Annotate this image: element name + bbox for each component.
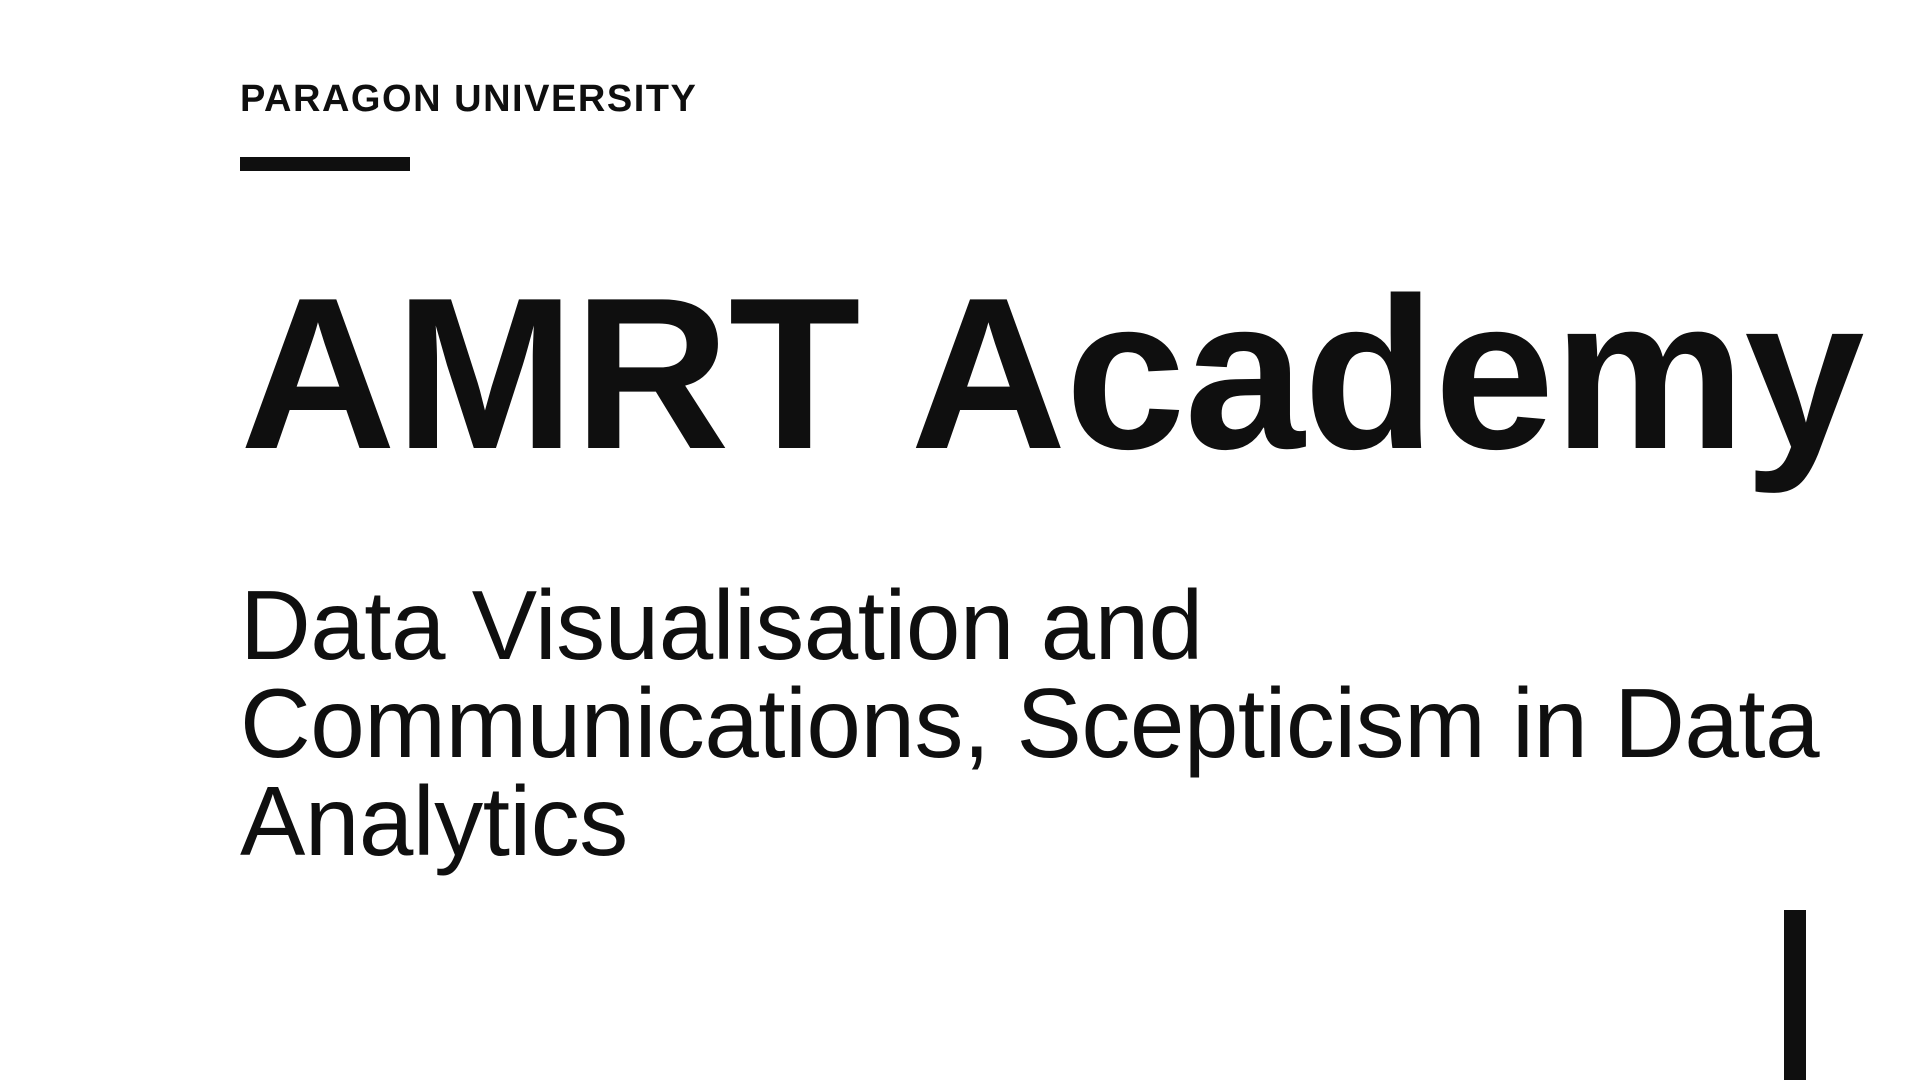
corner-accent-bar — [1784, 910, 1806, 1080]
slide-subtitle: Data Visualisation and Communications, S… — [240, 576, 1860, 870]
kicker-underline-bar — [240, 157, 410, 171]
slide-title: AMRT Academy — [240, 271, 1920, 476]
kicker-text: PARAGON UNIVERSITY — [240, 78, 1920, 121]
title-slide: PARAGON UNIVERSITY AMRT Academy Data Vis… — [0, 0, 1920, 1080]
